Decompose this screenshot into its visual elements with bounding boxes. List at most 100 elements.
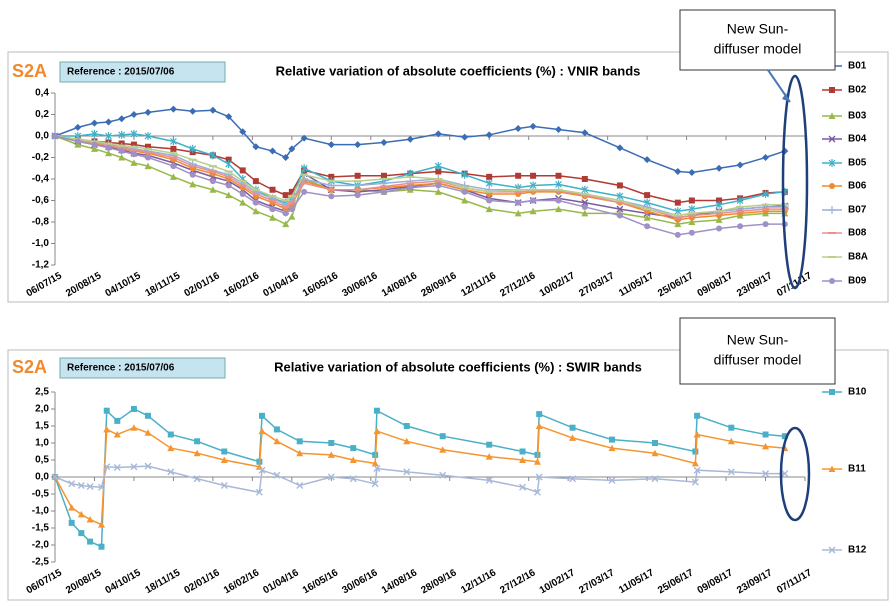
y-tick-label: 0,0	[35, 472, 49, 483]
marker	[296, 438, 303, 445]
marker	[403, 437, 411, 445]
marker	[327, 141, 335, 149]
marker	[78, 530, 85, 537]
x-tick-label: 09/08/17	[696, 567, 736, 596]
chart-title: Relative variation of absolute coefficie…	[276, 63, 641, 78]
annotation-text: diffuser model	[714, 41, 802, 57]
marker	[288, 145, 296, 153]
marker	[97, 483, 105, 491]
legend-marker	[828, 546, 836, 554]
annotation-text: diffuser model	[714, 352, 802, 368]
marker	[762, 154, 770, 161]
marker	[353, 181, 362, 190]
marker	[118, 148, 125, 155]
marker	[555, 172, 562, 179]
legend-label: B06	[848, 181, 867, 192]
marker	[688, 218, 696, 225]
marker	[693, 431, 701, 438]
x-tick-label: 30/06/16	[340, 270, 380, 299]
y-tick-label: 2,5	[35, 387, 49, 398]
marker	[736, 161, 744, 169]
marker	[189, 180, 197, 188]
marker	[581, 209, 589, 217]
marker	[118, 154, 126, 161]
marker	[435, 182, 442, 189]
marker	[282, 210, 289, 217]
marker	[113, 431, 121, 438]
marker	[170, 163, 177, 170]
marker	[98, 543, 105, 550]
marker	[651, 475, 659, 483]
marker	[105, 132, 112, 140]
marker	[258, 427, 266, 435]
legend-marker	[828, 159, 836, 167]
marker	[533, 488, 541, 496]
marker	[225, 191, 233, 199]
x-tick-label: 23/09/17	[735, 270, 775, 299]
marker	[533, 458, 541, 465]
legend-label: B09	[848, 276, 867, 287]
marker	[130, 129, 138, 138]
marker	[644, 192, 651, 199]
marker	[167, 468, 175, 476]
marker	[252, 207, 260, 215]
marker	[737, 223, 744, 230]
marker	[296, 482, 304, 489]
marker	[643, 156, 651, 164]
y-tick-label: -0,5	[32, 489, 50, 500]
marker	[569, 434, 577, 441]
marker	[380, 172, 387, 179]
chart-panel: 0,4 0,2 0,0 -0,2 -0,4 -0,6 -0,8 -1,0 -1,206/07/1…	[7, 9, 889, 303]
marker	[282, 220, 290, 228]
legend-label: B01	[848, 61, 867, 72]
marker	[87, 538, 94, 545]
marker	[90, 145, 98, 152]
y-tick-label: -0,2	[32, 152, 50, 163]
marker	[225, 113, 233, 121]
marker	[693, 466, 701, 474]
marker	[282, 154, 290, 161]
y-tick-label: -1,5	[32, 523, 50, 534]
marker	[519, 456, 527, 463]
y-tick-label: 0,0	[35, 131, 49, 142]
marker	[616, 144, 624, 152]
marker	[193, 475, 201, 483]
annotation-text: New Sun-	[727, 21, 789, 37]
marker	[209, 151, 217, 160]
marker	[461, 170, 469, 179]
marker	[103, 407, 110, 414]
marker	[328, 193, 335, 200]
marker	[555, 197, 562, 204]
arrow-head	[782, 93, 790, 102]
marker	[371, 459, 379, 467]
marker	[269, 186, 276, 193]
legend-label: B8A	[848, 252, 868, 263]
x-tick-label: 12/11/16	[459, 567, 498, 596]
marker	[569, 475, 577, 483]
marker	[736, 196, 744, 205]
marker	[535, 422, 543, 429]
y-tick-label: -2,5	[32, 557, 50, 568]
legend-label: B04	[848, 134, 867, 145]
series-line	[54, 465, 785, 494]
marker	[354, 141, 362, 149]
x-tick-label: 16/02/16	[222, 567, 262, 596]
marker	[144, 143, 151, 150]
marker	[144, 429, 152, 436]
marker	[380, 138, 388, 146]
marker	[144, 108, 152, 116]
marker	[529, 122, 537, 130]
marker	[130, 151, 137, 158]
x-tick-label: 28/09/16	[419, 270, 459, 299]
y-tick-label: -0,4	[32, 174, 50, 185]
x-tick-label: 25/06/17	[656, 567, 696, 596]
marker	[762, 470, 770, 478]
x-tick-label: 18/11/15	[144, 270, 183, 299]
marker	[130, 463, 138, 471]
marker	[255, 488, 263, 496]
x-tick-label: 27/12/16	[498, 567, 538, 596]
marker	[144, 162, 152, 170]
marker	[373, 407, 380, 414]
marker	[616, 212, 623, 219]
reference-box	[59, 357, 226, 379]
